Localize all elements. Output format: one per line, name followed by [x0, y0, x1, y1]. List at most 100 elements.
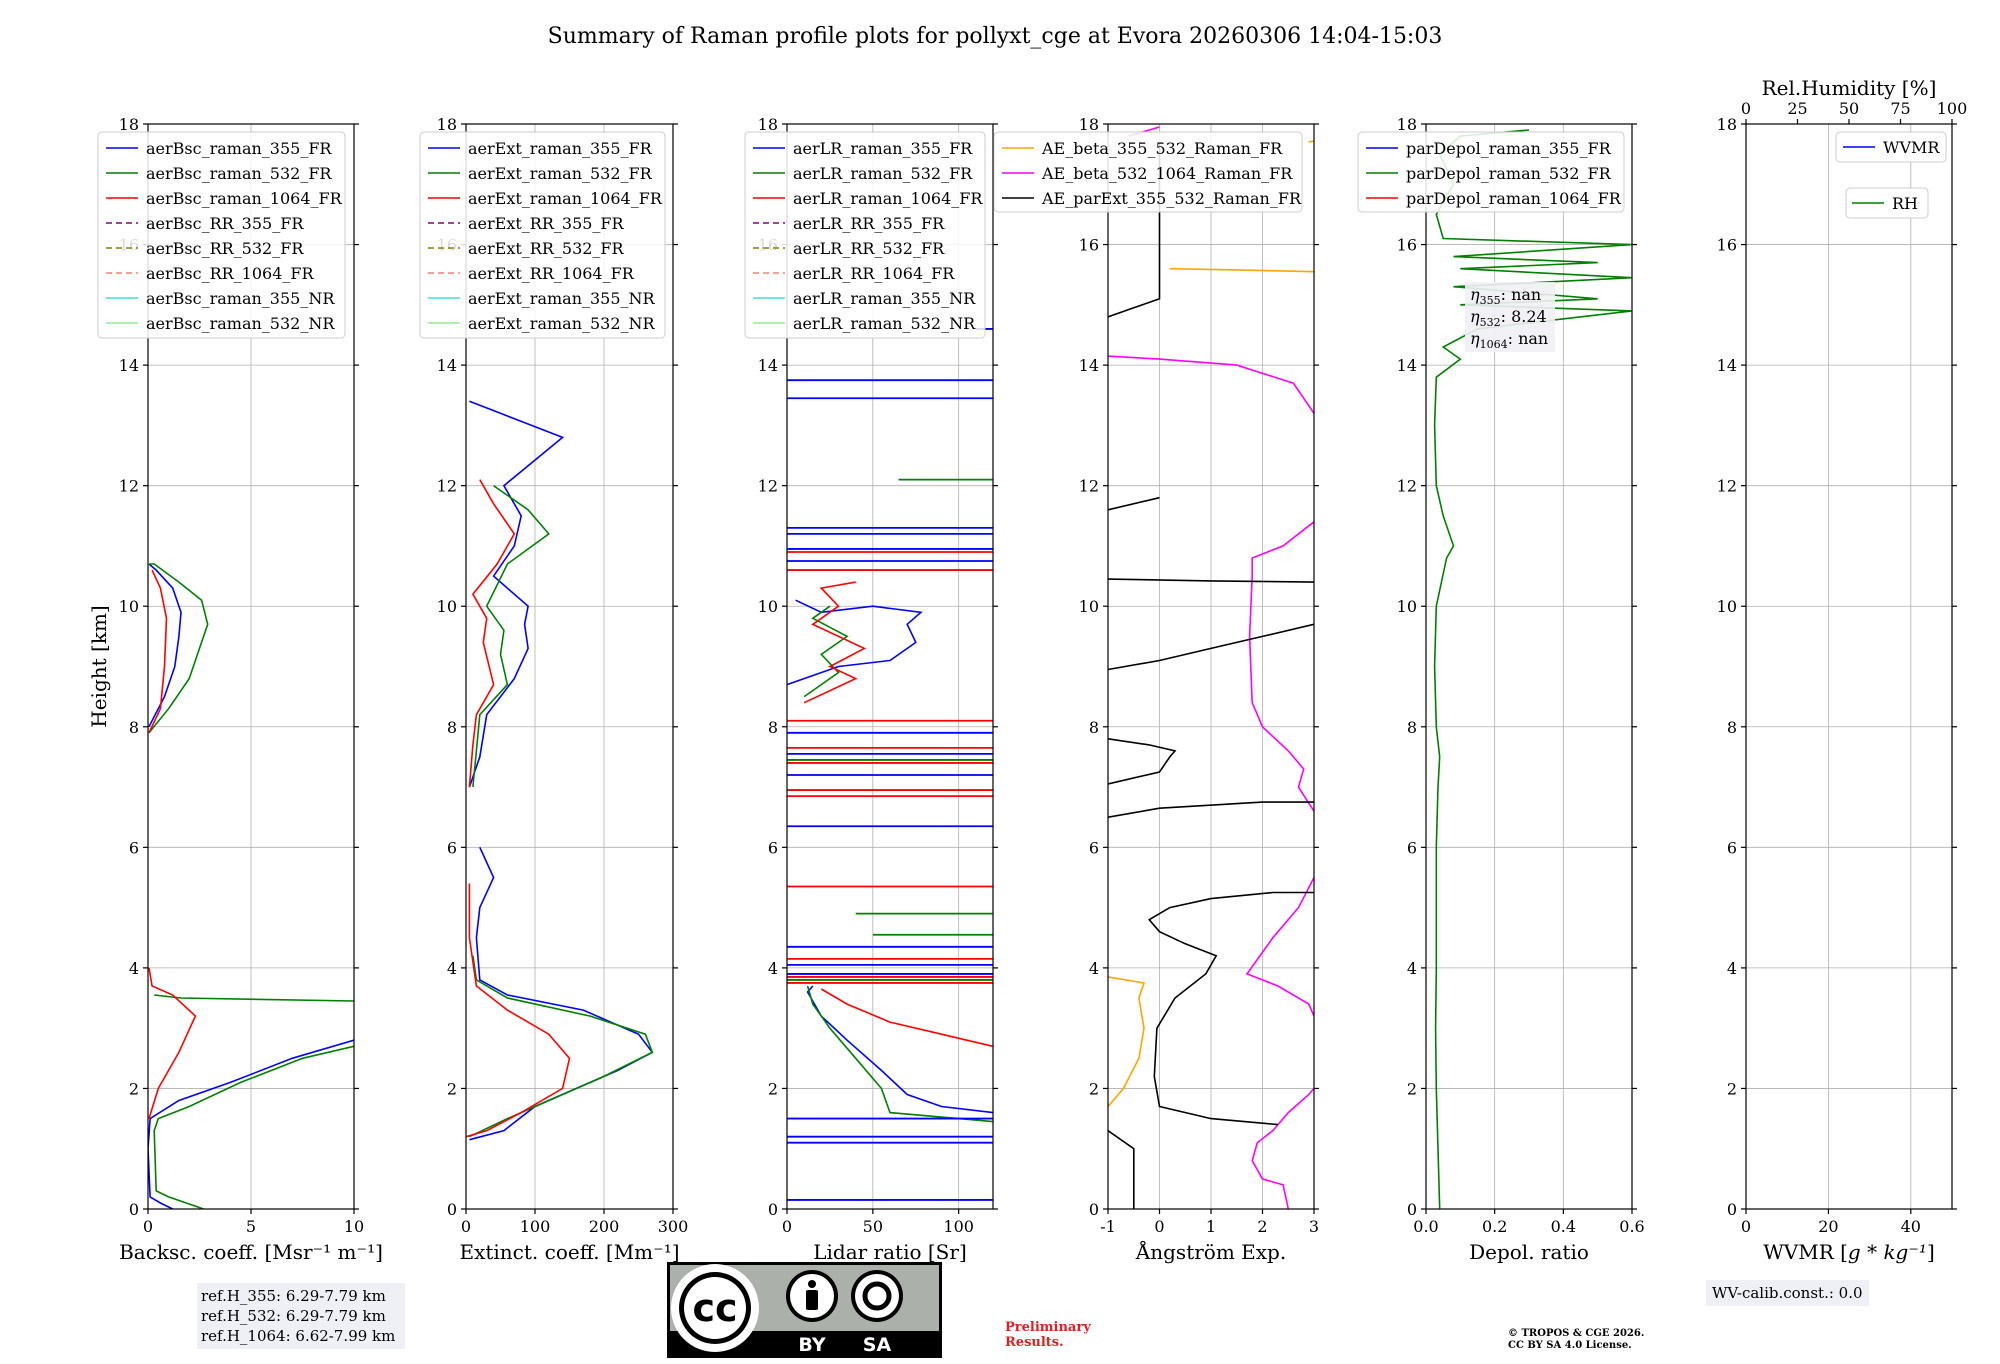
legend-frame — [97, 131, 346, 339]
series-line-AE_beta_532_1064_Raman_FR_d — [1108, 355, 1314, 414]
eta-value: : nan — [1508, 329, 1549, 348]
wv-calib-const: WV-calib.const.: 0.0 — [1712, 1284, 1863, 1302]
y-tick-label: 8 — [1089, 718, 1099, 737]
series-line-aerExt_raman_355_FR_b — [468, 400, 565, 788]
legend-entry: aerBsc_raman_532_FR — [146, 164, 332, 183]
x-axis-label: Depol. ratio — [1469, 1240, 1589, 1264]
series-line-AE_beta_355_532_Raman_FR_c — [1308, 140, 1314, 143]
panels: 0510024681012141618Backsc. coeff. [Msr⁻¹… — [87, 76, 1967, 1264]
y-tick-label: 14 — [1397, 356, 1417, 375]
y-tick-label: 12 — [1397, 477, 1417, 496]
series-line-AE_parExt_355_532_Raman_FR_f — [1108, 578, 1314, 583]
legend-frame — [1835, 131, 1947, 163]
x-tick-label: 40 — [1901, 1217, 1921, 1236]
y-tick-label: 18 — [437, 115, 457, 134]
legend: AE_beta_355_532_Raman_FR AE_beta_532_1064… — [993, 131, 1303, 213]
x-tick-label: 3 — [1309, 1217, 1319, 1236]
y-tick-label: 12 — [437, 477, 457, 496]
panel-depolarization: 0.0 0.2 0.4 0.6 0 2 4 6 8 10 12 14 16 18 Depol. ratio p… — [1357, 115, 1645, 1264]
cc-by-sa-badge: cc BY SA — [667, 1262, 942, 1358]
x-tick-label: 100 — [943, 1217, 974, 1236]
eta-symbol: η — [1470, 329, 1480, 348]
y-tick-label: 2 — [129, 1079, 139, 1098]
wv-calib-box: WV-calib.const.: 0.0 — [1706, 1280, 1869, 1306]
x-axis-label: WVMR [g * kg⁻¹] — [1763, 1240, 1935, 1264]
panel-backscatter: 0510024681012141618Backsc. coeff. [Msr⁻¹… — [87, 115, 383, 1264]
y-tick-label: 14 — [437, 356, 457, 375]
series-line-aerLR_raman_532_FR — [806, 985, 993, 1123]
x-tick-label: 10 — [344, 1217, 364, 1236]
axes-frame — [1745, 123, 1953, 1210]
x-axis-label: Extinct. coeff. [Mm⁻¹] — [459, 1240, 679, 1264]
legend-entry: aerBsc_RR_355_FR — [146, 214, 304, 233]
legend-frame — [744, 131, 986, 339]
legend: aerBsc_raman_355_FR aerBsc_raman_532_FRae… — [97, 131, 346, 339]
y-tick-label: 16 — [1079, 236, 1099, 255]
legend-entry: parDepol_raman_1064_FR — [1406, 189, 1622, 208]
legend: WVMR RH — [1835, 131, 1947, 219]
y-tick-label: 0 — [768, 1200, 778, 1219]
x-axis-label-part: ⁻¹ — [1908, 1240, 1927, 1264]
legend-entry: aerLR_raman_1064_FR — [793, 189, 983, 208]
legend-entry: aerExt_raman_532_FR — [468, 164, 653, 183]
legend-entry: parDepol_raman_532_FR — [1406, 164, 1612, 183]
legend-entry: aerExt_RR_532_FR — [468, 239, 625, 258]
cc-icon-text: cc — [692, 1286, 737, 1330]
series-line-AE_beta_532_1064_Raman_FR_b — [1245, 877, 1314, 1017]
y-tick-label: 6 — [1407, 838, 1417, 857]
series-line-aerLR_raman_355_FR — [806, 985, 993, 1114]
legend-entry: WVMR — [1883, 138, 1940, 157]
copyright-notice: © TROPOS & CGE 2026. CC BY SA 4.0 Licens… — [1508, 1328, 1644, 1352]
legend-entry: aerExt_raman_532_NR — [468, 314, 656, 333]
series-line-AE_parExt_355_532_Raman_FR_c — [1108, 801, 1314, 818]
x-tick-label: 0.4 — [1551, 1217, 1576, 1236]
ref-h-355: ref.H_355: 6.29-7.79 km — [201, 1287, 386, 1305]
y-axis-label: Height [km] — [87, 605, 111, 727]
y-tick-label: 14 — [1079, 356, 1099, 375]
series-line-AE_parExt_355_532_Raman_FR — [1108, 1129, 1135, 1209]
x-tick-label: 200 — [589, 1217, 620, 1236]
y-tick-label: 6 — [1089, 838, 1099, 857]
series-line-aerBsc_raman_532_FR_b — [154, 994, 354, 1002]
preliminary-results: Preliminary Results. — [1005, 1320, 1091, 1350]
series-group — [466, 400, 654, 1141]
axes-frame — [786, 123, 994, 1210]
x-axis-label-part: WVMR [ — [1763, 1240, 1848, 1264]
series-line-AE_beta_355_532_Raman_FR — [1108, 976, 1146, 1108]
x2-tick-label: 75 — [1890, 99, 1910, 118]
legend-entry: aerLR_raman_355_NR — [793, 289, 976, 308]
preliminary-line-1: Preliminary — [1005, 1320, 1091, 1335]
series-line-AE_parExt_355_532_Raman_FR_e — [1108, 623, 1314, 671]
legend-frame — [1357, 131, 1625, 213]
y-tick-label: 8 — [129, 718, 139, 737]
y-tick-label: 0 — [1407, 1200, 1417, 1219]
legend: parDepol_raman_355_FR parDepol_raman_532_… — [1357, 131, 1625, 213]
legend-entry: aerBsc_raman_355_FR — [146, 139, 332, 158]
x-tick-label: 300 — [658, 1217, 689, 1236]
panel-lidar_ratio: 050100024681012141618Lidar ratio [Sr]aer… — [744, 115, 998, 1264]
legend-entry: aerBsc_raman_355_NR — [146, 289, 335, 308]
y-tick-label: 8 — [447, 718, 457, 737]
y-tick-label: 10 — [1717, 597, 1737, 616]
series-group — [1433, 129, 1632, 1209]
x-tick-label: 0 — [461, 1217, 471, 1236]
legend-frame — [1845, 187, 1929, 219]
x-tick-label: 0 — [782, 1217, 792, 1236]
y-tick-label: 16 — [1717, 236, 1737, 255]
series-line-aerBsc_raman_1064_FR_b — [148, 569, 168, 734]
legend-entry: aerLR_RR_355_FR — [793, 214, 945, 233]
copyright-line-2: CC BY SA 4.0 License. — [1508, 1340, 1632, 1351]
series-line-aerExt_raman_1064_FR_b — [468, 479, 516, 788]
legend-entry: aerExt_raman_355_FR — [468, 139, 653, 158]
x-tick-label: 5 — [246, 1217, 256, 1236]
y-tick-label: 10 — [1397, 597, 1417, 616]
x-tick-label: 1 — [1206, 1217, 1216, 1236]
x-tick-label: 0 — [1741, 1217, 1751, 1236]
y-tick-label: 10 — [437, 597, 457, 616]
series-line-aerLR_raman_1064_FR_b — [803, 581, 867, 704]
x-axis-label-part: g * kg — [1848, 1240, 1908, 1264]
x2-tick-label: 0 — [1741, 99, 1751, 118]
